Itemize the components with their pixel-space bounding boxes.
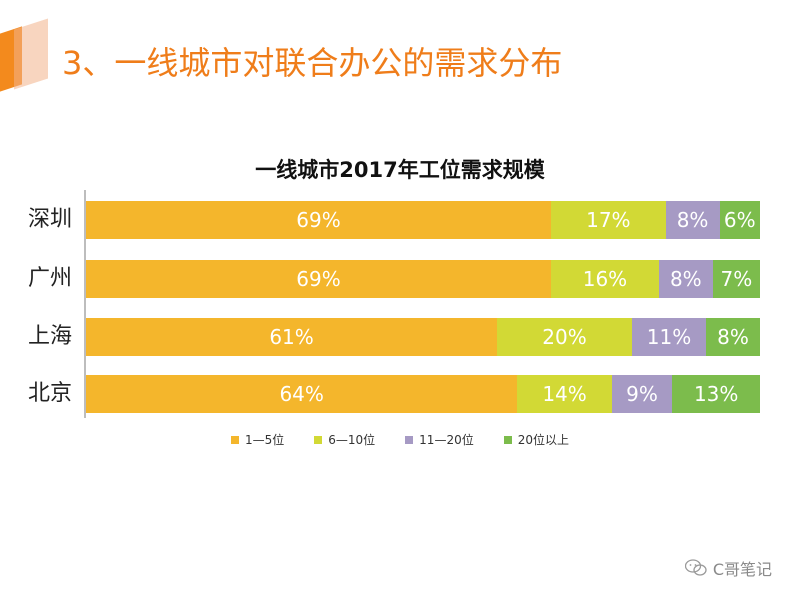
legend-label: 20位以上 (517, 433, 569, 447)
data-label: 8% (717, 325, 749, 349)
data-label: 7% (720, 267, 753, 291)
category-label: 上海 (28, 324, 73, 349)
bar-segment: 61% (86, 318, 498, 356)
legend-item: 6—10位 (314, 431, 375, 448)
legend-label: 11—20位 (419, 433, 474, 447)
data-label: 8% (676, 208, 709, 232)
bar-row: 69% 16% 8% 7% (86, 260, 760, 298)
legend-item: 11—20位 (405, 431, 474, 448)
legend-item: 1—5位 (230, 431, 285, 448)
category-label: 广州 (28, 266, 73, 291)
bar-segment: 13% (672, 375, 760, 413)
watermark: C哥笔记 (684, 556, 772, 580)
data-label: 13% (693, 382, 739, 406)
bar-segment: 14% (517, 375, 612, 413)
data-label: 69% (296, 208, 341, 232)
legend-label: 6—10位 (328, 433, 376, 447)
watermark-text: C哥笔记 (712, 560, 772, 579)
data-label: 11% (646, 325, 692, 349)
bar-segment: 8% (665, 201, 720, 239)
bar-segment: 11% (631, 318, 707, 356)
data-label: 16% (582, 267, 628, 291)
bar-segment: 9% (611, 375, 673, 413)
wechat-icon (684, 559, 707, 576)
data-label: 17% (586, 208, 631, 232)
data-label: 6% (723, 208, 756, 232)
slide-title: 3、一线城市对联合办公的需求分布 (62, 44, 563, 82)
legend-swatch (314, 435, 323, 444)
legend-swatch (230, 435, 239, 444)
bar-row: 61% 20% 11% 8% (86, 318, 760, 356)
bar-segment: 8% (658, 260, 713, 298)
category-label: 北京 (28, 381, 73, 406)
bar-segment: 69% (86, 260, 552, 298)
legend-swatch (503, 435, 512, 444)
data-label: 14% (542, 382, 587, 406)
bar-segment: 20% (497, 318, 632, 356)
data-label: 9% (626, 382, 658, 406)
data-label: 61% (269, 325, 314, 349)
category-axis-line (84, 190, 86, 418)
data-label: 8% (669, 267, 702, 291)
bar-segment: 8% (706, 318, 760, 356)
bar-segment: 7% (712, 260, 760, 298)
data-label: 69% (296, 267, 341, 291)
bar-segment: 16% (551, 260, 659, 298)
data-label: 64% (279, 382, 324, 406)
data-label: 20% (542, 325, 587, 349)
bar-segment: 64% (86, 375, 518, 413)
bar-row: 69% 17% 8% 6% (86, 201, 760, 239)
legend-item: 20位以上 (503, 431, 569, 448)
bar-segment: 17% (551, 201, 666, 239)
chart-title: 一线城市2017年工位需求规模 (255, 158, 545, 182)
legend-swatch (405, 435, 414, 444)
category-label: 深圳 (28, 207, 73, 232)
chart-legend: 1—5位 6—10位 11—20位 20位以上 (0, 431, 800, 448)
bar-segment: 69% (86, 201, 552, 239)
corner-decoration-shadow (14, 18, 48, 90)
legend-label: 1—5位 (244, 433, 285, 447)
bar-segment: 6% (719, 201, 760, 239)
bar-row: 64% 14% 9% 13% (86, 375, 760, 413)
